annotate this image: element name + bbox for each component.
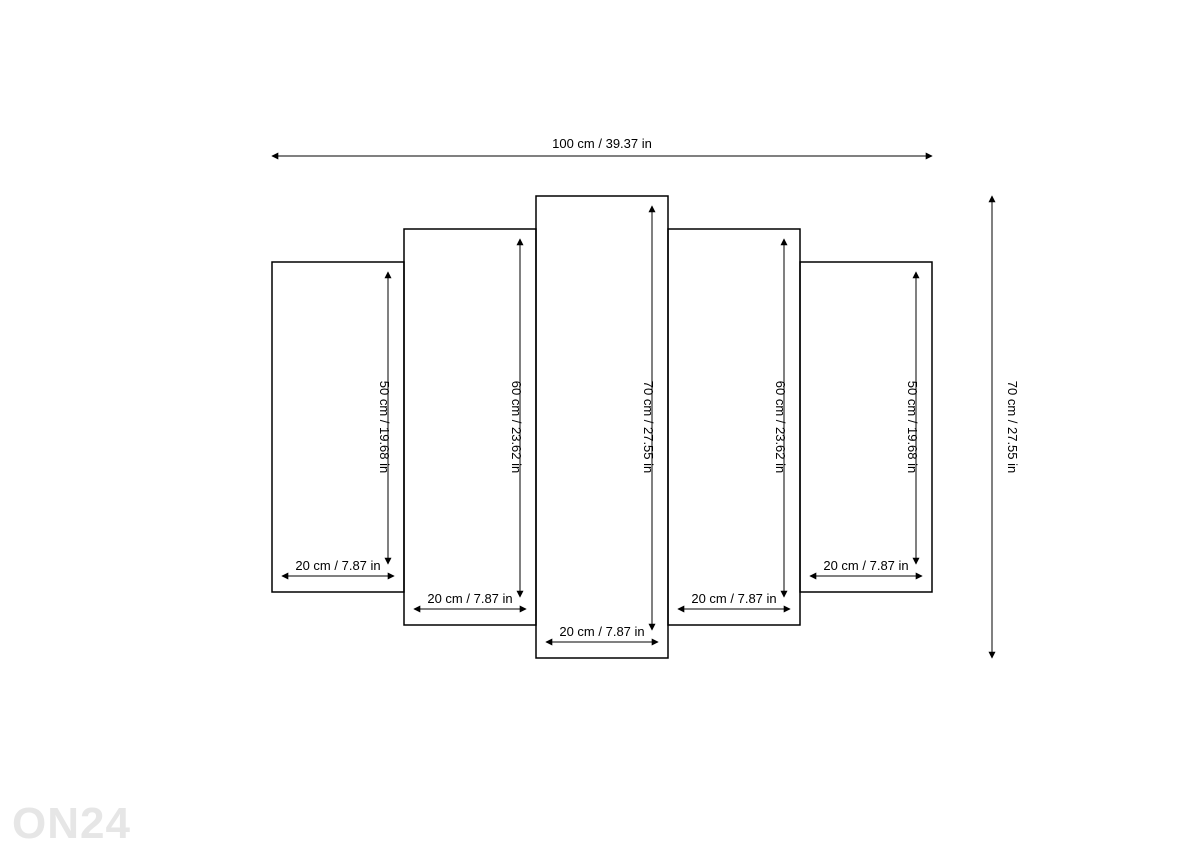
overall-width-label: 100 cm / 39.37 in bbox=[552, 136, 652, 151]
dimension-diagram: 100 cm / 39.37 in 70 cm / 27.55 in 50 cm /… bbox=[0, 0, 1200, 859]
panel-height-label-5: 50 cm / 19.68 in bbox=[905, 381, 920, 474]
panel-width-label-1: 20 cm / 7.87 in bbox=[295, 558, 380, 573]
panel-height-label-2: 60 cm / 23.62 in bbox=[509, 381, 524, 474]
panel-height-label-3: 70 cm / 27.55 in bbox=[641, 381, 656, 474]
panel-height-label-4: 60 cm / 23.62 in bbox=[773, 381, 788, 474]
panel-height-label-1: 50 cm / 19.68 in bbox=[377, 381, 392, 474]
panel-width-label-2: 20 cm / 7.87 in bbox=[427, 591, 512, 606]
watermark: ON24 bbox=[12, 799, 131, 849]
panel-width-label-3: 20 cm / 7.87 in bbox=[559, 624, 644, 639]
panel-width-label-4: 20 cm / 7.87 in bbox=[691, 591, 776, 606]
overall-height-label: 70 cm / 27.55 in bbox=[1005, 381, 1020, 474]
panel-width-label-5: 20 cm / 7.87 in bbox=[823, 558, 908, 573]
